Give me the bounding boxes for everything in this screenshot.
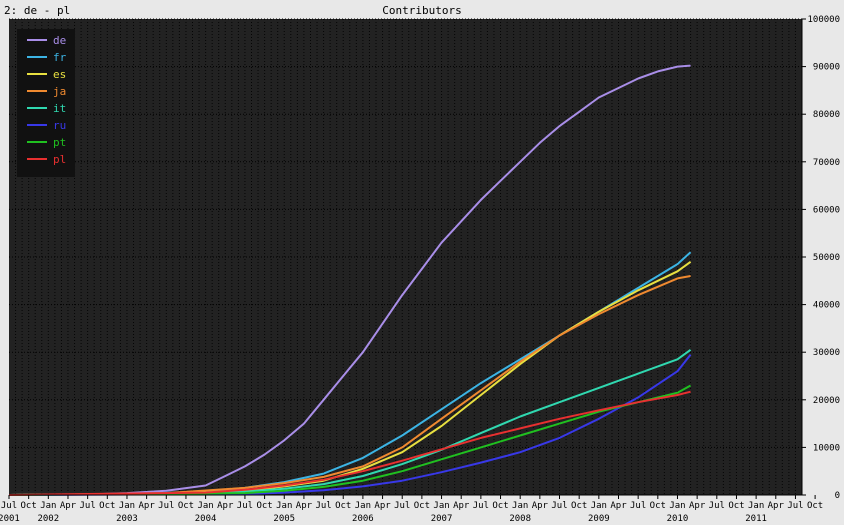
legend-label-es: es — [53, 68, 66, 81]
x-axis: Jul Oct Jan Apr Jul Oct Jan Apr Jul Oct Jan Apr Jul O… — [0, 19, 823, 524]
x-year-label: 2001 — [0, 514, 20, 524]
x-year-label: 2002 — [37, 514, 59, 524]
y-tick-label: 70000 — [813, 158, 840, 168]
legend-label-it: it — [53, 102, 66, 115]
legend-label-de: de — [53, 34, 66, 47]
y-tick-label: 60000 — [813, 205, 840, 215]
x-month-label: Apr — [453, 501, 470, 511]
x-month-label: Jul — [709, 501, 725, 511]
x-month-label: Jan — [276, 501, 292, 511]
x-month-label: Apr — [138, 501, 155, 511]
x-month-label: Jan — [591, 501, 607, 511]
y-tick-label: 80000 — [813, 110, 840, 120]
x-month-label: Oct — [335, 501, 351, 511]
x-month-label: Apr — [296, 501, 313, 511]
x-month-label: Oct — [178, 501, 194, 511]
x-year-label: 2003 — [116, 514, 138, 524]
x-month-label: Jan — [40, 501, 56, 511]
x-month-label: Jan — [355, 501, 371, 511]
x-month-label: Oct — [728, 501, 744, 511]
x-month-label: Jul — [394, 501, 410, 511]
x-month-label: Oct — [650, 501, 666, 511]
x-month-label: Oct — [571, 501, 587, 511]
x-month-label: Oct — [99, 501, 115, 511]
x-month-label: Oct — [492, 501, 508, 511]
y-tick-label: 50000 — [813, 253, 840, 263]
x-month-label: Apr — [610, 501, 627, 511]
window-label: 2: de - pl — [4, 4, 71, 17]
y-tick-label: 20000 — [813, 396, 840, 406]
x-month-label: Jul — [787, 501, 803, 511]
y-tick-label: 30000 — [813, 348, 840, 358]
y-tick-label: 0 — [835, 491, 840, 501]
legend-label-pl: pl — [53, 153, 66, 166]
x-month-label: Jan — [433, 501, 449, 511]
x-month-label: Apr — [768, 501, 785, 511]
series-line-ja — [8, 275, 691, 496]
x-year-label: 2005 — [273, 514, 295, 524]
x-month-label: Oct — [21, 501, 37, 511]
x-year-label: 2009 — [588, 514, 610, 524]
x-year-label: 2011 — [745, 514, 767, 524]
series-line-de — [8, 64, 691, 496]
x-month-label: Jul — [237, 501, 253, 511]
x-month-label: Jan — [512, 501, 528, 511]
chart-title: Contributors — [382, 4, 462, 17]
y-axis: 0 10000 20000 30000 40000 50000 60000 70000 8000… — [802, 15, 840, 501]
x-month-label: Apr — [217, 501, 234, 511]
x-month-label: Jul — [315, 501, 331, 511]
x-month-label: Jul — [551, 501, 567, 511]
x-year-label: 2006 — [352, 514, 374, 524]
legend: de fr es ja it ru pt pl — [17, 29, 75, 177]
y-tick-label: 40000 — [813, 301, 840, 311]
legend-label-fr: fr — [53, 51, 67, 64]
x-month-label: Jul — [473, 501, 489, 511]
series-line-pl — [8, 390, 691, 496]
x-month-label: Oct — [256, 501, 272, 511]
x-month-label: Jul — [158, 501, 174, 511]
legend-label-pt: pt — [53, 136, 66, 149]
x-year-label: 2008 — [509, 514, 531, 524]
legend-label-ja: ja — [53, 85, 66, 98]
x-year-label: 2004 — [195, 514, 217, 524]
x-month-label: Jan — [119, 501, 135, 511]
x-month-label: Oct — [807, 501, 823, 511]
x-month-label: Apr — [689, 501, 706, 511]
x-month-label: Jan — [669, 501, 685, 511]
x-month-label: Jul — [1, 501, 17, 511]
legend-label-ru: ru — [53, 119, 66, 132]
y-tick-label: 100000 — [807, 15, 840, 25]
x-month-label: Apr — [60, 501, 77, 511]
x-month-label: Jul — [80, 501, 96, 511]
legend-box — [17, 29, 75, 177]
x-year-label: 2007 — [431, 514, 453, 524]
series-group — [8, 64, 692, 496]
x-month-label: Jan — [197, 501, 213, 511]
x-month-label: Apr — [374, 501, 391, 511]
y-tick-label: 90000 — [813, 63, 840, 73]
grid — [9, 18, 802, 495]
x-month-label: Jul — [630, 501, 646, 511]
series-line-ru — [8, 353, 692, 496]
x-month-label: Oct — [414, 501, 430, 511]
y-tick-label: 10000 — [813, 443, 840, 453]
x-year-label: 2010 — [667, 514, 689, 524]
x-month-label: Jan — [748, 501, 764, 511]
x-month-label: Apr — [532, 501, 549, 511]
